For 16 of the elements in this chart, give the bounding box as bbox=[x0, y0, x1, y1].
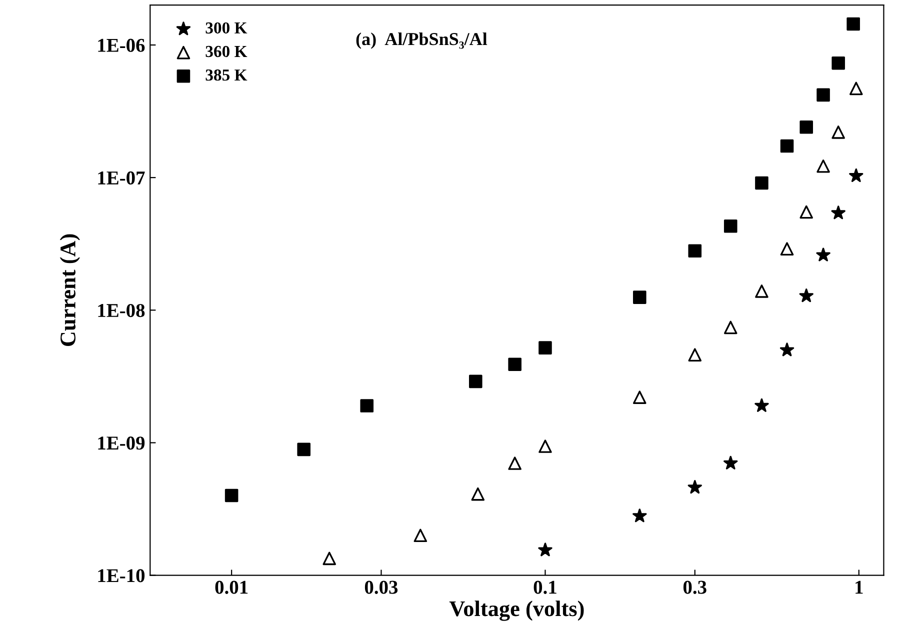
y-tick-label: 1E-06 bbox=[98, 38, 145, 52]
y-tick-label: 1E-10 bbox=[98, 569, 145, 582]
annotation: (a) Al/PbSnS₃/Al bbox=[356, 32, 488, 49]
y-tick-label: 1E-09 bbox=[98, 436, 145, 450]
legend-label: 385 K bbox=[206, 69, 248, 81]
y-tick-label: 1E-08 bbox=[98, 304, 145, 318]
x-tick-label: 1 bbox=[856, 580, 863, 594]
legend-label: 360 K bbox=[206, 46, 248, 58]
y-tick-label: 1E-07 bbox=[98, 171, 145, 185]
x-tick-label: 0.01 bbox=[215, 580, 248, 594]
y-axis-title: Current (A) bbox=[60, 234, 80, 346]
x-tick-label: 0.3 bbox=[683, 580, 706, 594]
x-axis-title: Voltage (volts) bbox=[449, 600, 584, 621]
x-tick-label: 0.03 bbox=[364, 580, 398, 594]
legend-label: 300 K bbox=[206, 22, 248, 34]
x-tick-label: 0.1 bbox=[534, 580, 556, 594]
